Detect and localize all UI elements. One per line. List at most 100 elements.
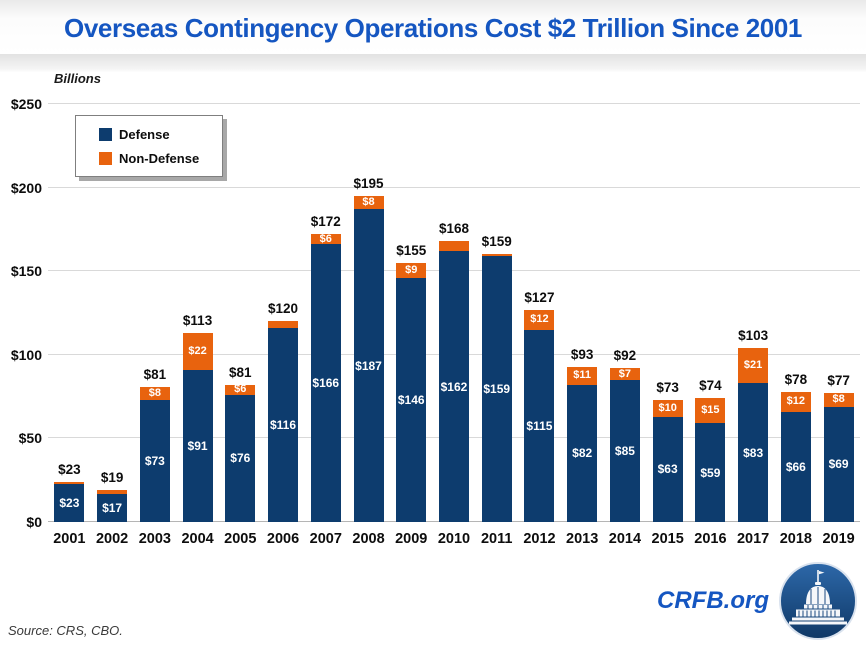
bar-group-2016: $74 $15 $59 [689,104,732,522]
bar-nondefense-segment: $8 [139,386,170,400]
bar-defense-segment: $166 [310,244,341,522]
bar-nondefense-segment: $12 [780,391,811,412]
bar-defense-label: $91 [187,438,208,453]
bar-group-2017: $103 $21 $83 [732,104,775,522]
bar-nondefense-segment [438,241,469,252]
bar-nondefense-segment [97,490,128,494]
y-axis: $0 $50 $100 $150 $200 $250 [0,0,42,650]
header-background [0,0,866,54]
x-tick-label-2008: 2008 [352,531,385,547]
legend-item-defense: Defense [99,127,222,142]
bar-defense-label: $85 [614,443,635,458]
bar-nondefense-label: $6 [234,383,247,396]
bar-nondefense-segment: $10 [652,399,683,417]
bar-defense-segment: $187 [353,209,384,522]
bar-defense-segment: $83 [738,383,769,522]
x-tick-label-2011: 2011 [480,531,513,547]
bar-nondefense-segment [481,254,512,257]
bar-defense-segment: $76 [225,394,256,522]
x-tick-label-2003: 2003 [138,531,171,547]
bar-defense-segment: $23 [54,483,85,522]
bar-total-label: $73 [656,379,679,395]
bar-nondefense-label: $10 [658,401,677,414]
x-tick-label-2015: 2015 [651,531,684,547]
y-tick-label: $150 [10,263,42,280]
bar-group-2015: $73 $10 $63 [646,104,689,522]
bar-group-2018: $78 $12 $66 [774,104,817,522]
bar-total-label: $195 [353,175,384,191]
bar-total-label: $159 [481,234,512,250]
x-tick-label-2007: 2007 [309,531,342,547]
bar-total-label: $103 [738,328,769,344]
y-axis-unit-label: Billions [54,71,101,86]
bar-defense-label: $76 [230,451,251,466]
bar-defense-label: $83 [743,445,764,460]
bar-defense-label: $82 [572,446,593,461]
bar-nondefense-segment: $12 [524,309,555,330]
bar-group-2005: $81 $6 $76 [219,104,262,522]
gridline [48,186,860,188]
bar-defense-label: $146 [397,392,425,407]
bar-group-2008: $195 $8 $187 [347,104,390,522]
bar-defense-segment: $66 [780,411,811,522]
chart-legend: Defense Non-Defense [75,115,223,177]
bar-nondefense-segment: $7 [609,367,640,380]
bar-defense-segment: $17 [97,493,128,522]
x-tick-label-2013: 2013 [566,531,599,547]
bar-total-label: $81 [143,366,167,382]
x-tick-label-2016: 2016 [694,531,727,547]
bar-nondefense-segment: $6 [225,383,256,396]
bar-group-2014: $92 $7 $85 [604,104,647,522]
bar-group-2019: $77 $8 $69 [817,104,860,522]
bar-nondefense-label: $21 [743,359,763,372]
bar-nondefense-segment: $11 [567,366,598,385]
bar-nondefense-label: $15 [701,404,720,417]
bar-nondefense-label: $8 [362,196,375,209]
bar-total-label: $19 [100,470,124,486]
bar-group-2002: $19 $17 [91,104,134,522]
bar-group-2010: $168 $162 [433,104,476,522]
x-tick-label-2018: 2018 [779,531,812,547]
bar-total-label: $120 [268,301,299,317]
bar-defense-label: $116 [270,418,297,433]
bar-defense-segment: $69 [823,406,854,522]
bar-group-2011: $159 $159 [475,104,518,522]
chart-title: Overseas Contingency Operations Cost $2 … [64,13,802,43]
legend-swatch-icon [99,127,112,141]
bar-defense-label: $17 [102,500,123,515]
bar-total-label: $172 [310,214,341,230]
bar-nondefense-label: $8 [832,393,845,406]
plot-area: $23 $23 $19 $17 $81 $8 $73 $113 $22 $91 $81 $6 $76 $1… [48,103,860,522]
bar-defense-label: $187 [355,358,382,373]
crfb-link[interactable]: CRFB.org [657,586,769,614]
bars-row: $23 $23 $19 $17 $81 $8 $73 $113 $22 $91 $81 $6 $76 $1… [48,104,860,522]
bar-defense-label: $66 [785,459,806,474]
gridline [48,103,860,104]
x-tick-label-2004: 2004 [181,531,214,547]
bar-defense-label: $63 [657,462,678,477]
bar-nondefense-segment: $8 [353,195,384,210]
bar-nondefense-segment: $22 [182,333,213,370]
bar-defense-label: $162 [440,379,468,394]
bar-defense-segment: $73 [139,399,170,522]
x-tick-label-2012: 2012 [523,531,556,547]
bar-defense-label: $23 [59,495,80,510]
header-divider-band [0,54,866,74]
bar-nondefense-segment: $15 [695,398,726,424]
bar-total-label: $78 [784,371,808,387]
bar-defense-segment: $85 [609,379,640,522]
x-tick-label-2010: 2010 [437,531,471,547]
bar-defense-segment: $82 [567,384,598,522]
bar-defense-segment: $63 [652,416,683,522]
bar-nondefense-segment: $21 [738,348,769,384]
y-tick-label: $100 [10,346,42,363]
x-tick-label-2009: 2009 [395,531,428,547]
bar-group-2012: $127 $12 $115 [518,104,561,522]
x-tick-label-2006: 2006 [266,531,300,547]
bar-nondefense-segment: $8 [823,393,854,407]
bar-defense-segment: $91 [182,369,213,522]
bar-defense-label: $69 [828,457,849,472]
bar-nondefense-label: $7 [618,367,632,380]
bar-defense-label: $166 [312,376,340,391]
x-tick-label-2019: 2019 [822,531,855,547]
